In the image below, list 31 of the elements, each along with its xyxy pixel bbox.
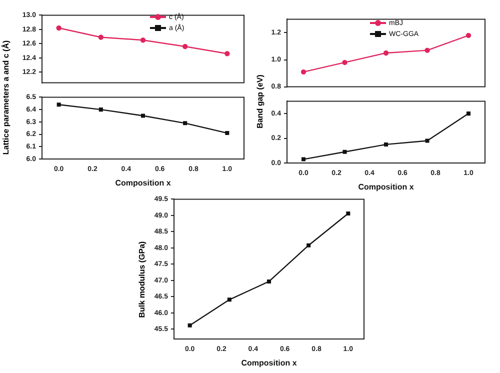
- point: [342, 60, 348, 66]
- point: [188, 323, 192, 328]
- point: [301, 157, 306, 162]
- point: [466, 112, 471, 116]
- point: [383, 50, 389, 56]
- point: [98, 34, 104, 40]
- point: [227, 298, 232, 302]
- point: [225, 131, 230, 136]
- x-axis-title: Composition x: [241, 358, 298, 368]
- point: [384, 142, 388, 146]
- point: [56, 25, 62, 31]
- y-axis-title: Lattice parameters a and c (Å): [2, 39, 10, 157]
- point: [183, 121, 188, 126]
- x-axis-title: Composition x: [115, 178, 172, 188]
- point: [182, 44, 188, 50]
- point: [466, 32, 472, 38]
- point: [346, 211, 350, 216]
- point: [306, 243, 311, 248]
- point: [224, 51, 230, 56]
- point: [300, 69, 306, 75]
- y-axis-title: Band gap (eV): [256, 74, 264, 130]
- y-axis-title: Bulk modulus (GPa): [138, 240, 146, 320]
- point: [140, 38, 146, 43]
- point: [424, 48, 430, 53]
- point: [140, 114, 146, 118]
- point: [56, 102, 61, 107]
- x-axis-title: Composition x: [358, 182, 414, 192]
- point: [342, 150, 347, 154]
- point: [266, 279, 272, 284]
- point: [98, 108, 103, 112]
- point: [425, 138, 430, 143]
